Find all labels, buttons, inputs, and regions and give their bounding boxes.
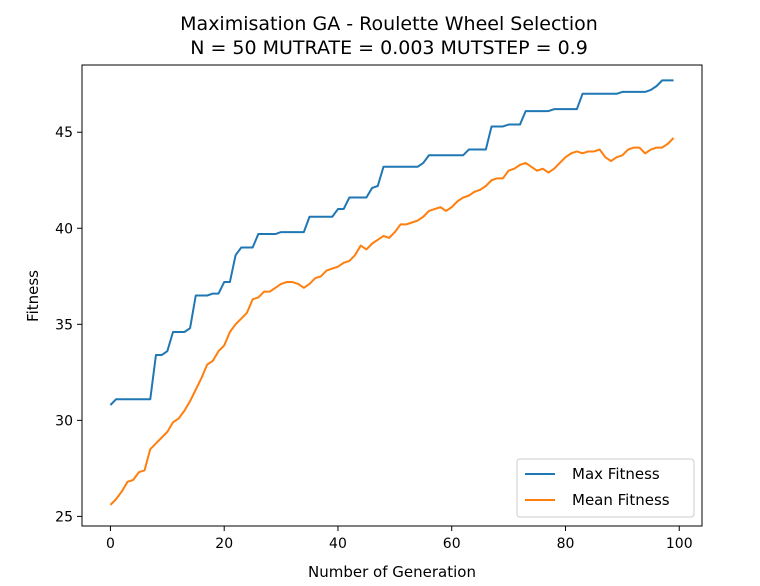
y-axis: 25 30 35 40 45 <box>55 125 82 525</box>
plot-area: 0 20 40 60 80 100 25 30 35 40 45 <box>55 64 703 552</box>
y-tick-label: 30 <box>55 413 73 429</box>
chart-title: Maximisation GA - Roulette Wheel Selecti… <box>180 13 598 35</box>
plot-frame <box>81 64 703 527</box>
legend: Max Fitness Mean Fitness <box>516 458 695 518</box>
x-tick-label: 60 <box>443 536 461 552</box>
legend-label-mean-fitness: Mean Fitness <box>572 491 670 509</box>
x-tick-label: 0 <box>106 536 115 552</box>
x-tick-label: 20 <box>215 536 233 552</box>
x-tick-label: 40 <box>329 536 347 552</box>
legend-label-max-fitness: Max Fitness <box>572 465 660 483</box>
y-tick-label: 40 <box>55 221 73 237</box>
y-tick-label: 35 <box>55 317 73 333</box>
legend-box <box>516 458 695 518</box>
y-tick-label: 45 <box>55 125 73 141</box>
y-axis-label: Fitness <box>24 270 42 322</box>
x-tick-label: 80 <box>557 536 575 552</box>
x-tick-label: 100 <box>666 536 693 552</box>
chart-subtitle: N = 50 MUTRATE = 0.003 MUTSTEP = 0.9 <box>190 37 588 59</box>
y-tick-label: 25 <box>55 509 73 525</box>
x-axis: 0 20 40 60 80 100 <box>106 526 693 552</box>
x-axis-label: Number of Generation <box>308 563 476 581</box>
series-line-max-fitness <box>109 79 674 406</box>
series-line-mean-fitness <box>109 137 675 506</box>
series-lines <box>109 79 675 506</box>
